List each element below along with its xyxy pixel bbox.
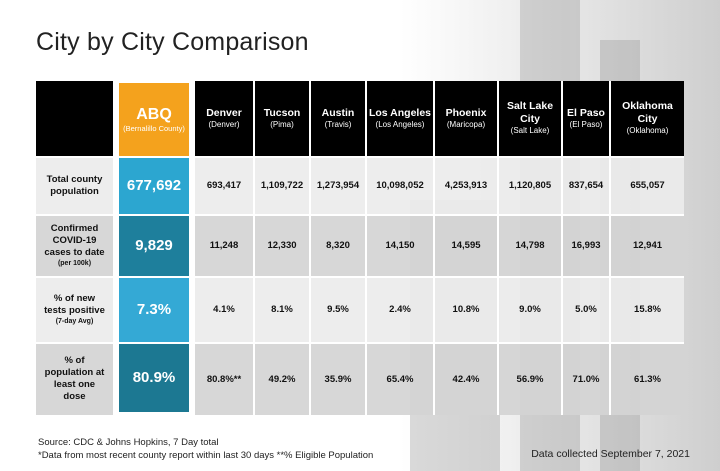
column-header-oklahoma-city: Oklahoma City (Oklahoma) xyxy=(609,80,684,157)
column-header-county: (Oklahoma) xyxy=(626,126,669,135)
table-row-positivity: % of new tests positive (7-day Avg) 7.3% … xyxy=(36,275,684,343)
row-label: % of new tests positive (7-day Avg) xyxy=(36,275,116,343)
row-label-sub: (per 100k) xyxy=(57,260,92,267)
column-header-austin: Austin (Travis) xyxy=(309,80,366,157)
table-cell: 837,654 xyxy=(561,155,610,215)
column-header-los-angeles: Los Angeles (Los Angeles) xyxy=(365,80,434,157)
column-header-name: El Paso xyxy=(567,106,605,119)
table-cell: 80.8%** xyxy=(191,341,254,415)
row-label-text: % of population at least one dose xyxy=(44,355,105,402)
table-cell: 693,417 xyxy=(191,155,254,215)
column-header-name: Los Angeles xyxy=(368,106,432,119)
column-header-name: Phoenix xyxy=(445,106,487,119)
column-header-county: (Pima) xyxy=(270,119,294,129)
column-header-name: Tucson xyxy=(263,106,301,119)
table-cell: 4.1% xyxy=(191,275,254,343)
table-cell: 8.1% xyxy=(253,275,310,343)
table-cell-abq: 80.9% xyxy=(113,341,195,417)
table-cell: 14,595 xyxy=(433,213,498,277)
table-cell: 14,150 xyxy=(365,213,434,277)
table-cell: 71.0% xyxy=(561,341,610,415)
table-cell: 1,273,954 xyxy=(309,155,366,215)
table-cell: 1,109,722 xyxy=(253,155,310,215)
table-cell: 35.9% xyxy=(309,341,366,415)
row-label-text: % of new tests positive xyxy=(44,293,105,316)
table-cell: 61.3% xyxy=(609,341,684,415)
table-cell: 16,993 xyxy=(561,213,610,277)
row-label: Total county population xyxy=(36,155,116,215)
table-cell: 10,098,052 xyxy=(365,155,434,215)
table-cell: 15.8% xyxy=(609,275,684,343)
table-cell-abq: 7.3% xyxy=(113,275,195,343)
source-line: Source: CDC & Johns Hopkins, 7 Day total xyxy=(38,437,219,448)
data-collected-date: Data collected September 7, 2021 xyxy=(531,448,690,460)
source-footnote: Source: CDC & Johns Hopkins, 7 Day total… xyxy=(38,436,373,462)
table-cell-abq: 9,829 xyxy=(113,213,195,277)
column-header-tucson: Tucson (Pima) xyxy=(253,80,310,157)
header-row: ABQ (Bernalillo County) Denver (Denver) Tu… xyxy=(36,78,684,157)
row-label-text: Total county population xyxy=(46,173,103,197)
column-header-denver: Denver (Denver) xyxy=(191,80,254,157)
table-cell: 49.2% xyxy=(253,341,310,415)
table-cell: 42.4% xyxy=(433,341,498,415)
table-cell: 10.8% xyxy=(433,275,498,343)
table-row-cases: Confirmed COVID-19 cases to date (per 100… xyxy=(36,213,684,277)
column-header-county: (Travis) xyxy=(324,119,352,129)
comparison-table: ABQ (Bernalillo County) Denver (Denver) Tu… xyxy=(36,78,684,417)
header-corner xyxy=(36,80,116,157)
column-header-county: (Bernalillo County) xyxy=(123,123,185,133)
row-label: Confirmed COVID-19 cases to date (per 100… xyxy=(36,213,116,277)
table-cell: 12,941 xyxy=(609,213,684,277)
table-cell: 1,120,805 xyxy=(497,155,562,215)
column-header-abq: ABQ (Bernalillo County) xyxy=(113,78,195,157)
table-cell: 14,798 xyxy=(497,213,562,277)
column-header-el-paso: El Paso (El Paso) xyxy=(561,80,610,157)
table-cell-abq: 677,692 xyxy=(113,155,195,215)
table-cell: 9.5% xyxy=(309,275,366,343)
table-cell: 4,253,913 xyxy=(433,155,498,215)
table-cell: 11,248 xyxy=(191,213,254,277)
table-cell: 9.0% xyxy=(497,275,562,343)
table-cell: 56.9% xyxy=(497,341,562,415)
table-cell: 12,330 xyxy=(253,213,310,277)
page-title: City by City Comparison xyxy=(36,28,309,56)
table-cell: 65.4% xyxy=(365,341,434,415)
column-header-name: Oklahoma City xyxy=(622,100,673,125)
table-cell: 2.4% xyxy=(365,275,434,343)
column-header-salt-lake-city: Salt Lake City (Salt Lake) xyxy=(497,80,562,157)
column-header-name: Salt Lake City xyxy=(506,100,554,125)
column-header-name: Denver xyxy=(206,106,242,119)
column-header-name: ABQ xyxy=(136,105,172,123)
row-label-text: Confirmed COVID-19 cases to date xyxy=(44,223,105,258)
column-header-name: Austin xyxy=(321,106,355,119)
column-header-phoenix: Phoenix (Maricopa) xyxy=(433,80,498,157)
table-row-vaccination: % of population at least one dose 80.9% … xyxy=(36,341,684,417)
footnote-line: *Data from most recent county report wit… xyxy=(38,450,374,461)
column-header-county: (El Paso) xyxy=(569,119,603,129)
column-header-county: (Denver) xyxy=(208,119,240,129)
row-label: % of population at least one dose xyxy=(36,341,116,415)
column-header-county: (Los Angeles) xyxy=(375,119,425,129)
column-header-county: (Maricopa) xyxy=(446,119,486,129)
row-label-sub: (7-day Avg) xyxy=(55,318,94,325)
table-cell: 5.0% xyxy=(561,275,610,343)
column-header-county: (Salt Lake) xyxy=(510,126,550,135)
table-row-population: Total county population 677,692 693,417 … xyxy=(36,155,684,215)
table-cell: 655,057 xyxy=(609,155,684,215)
table-cell: 8,320 xyxy=(309,213,366,277)
